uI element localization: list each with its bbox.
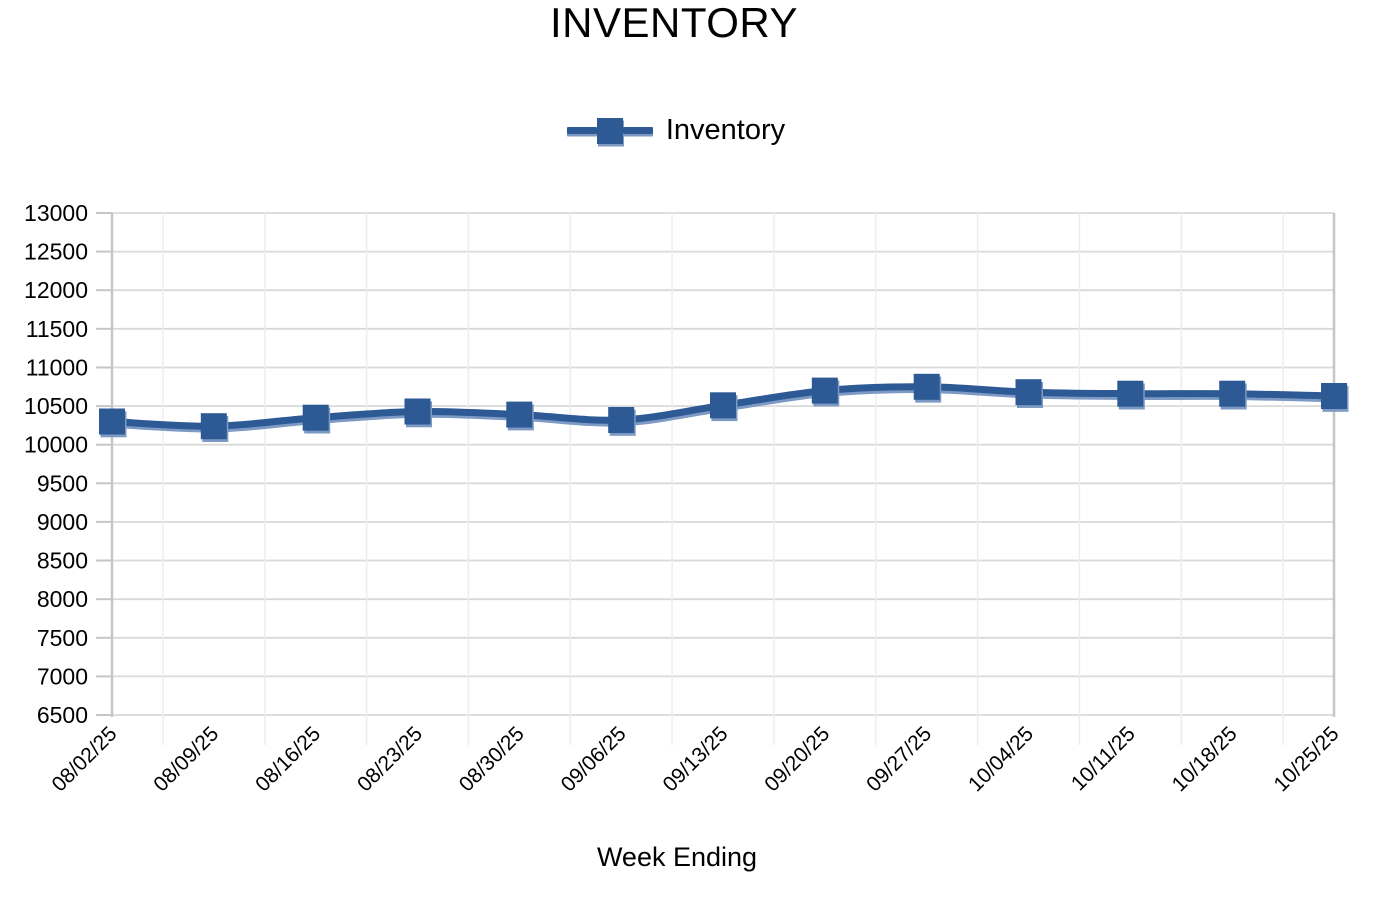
x-tick-label-6: 09/13/25 [658,722,732,796]
data-point-marker-1 [200,413,227,440]
x-tick-label-2: 08/16/25 [251,722,325,796]
y-tick-label: 7000 [37,663,88,689]
y-tick-label: 7500 [37,625,88,651]
legend-line-left [566,127,597,134]
y-tick-label: 8500 [37,548,88,574]
data-point-marker-7 [811,377,838,404]
data-point-marker-4 [506,401,533,428]
data-point-marker-10 [1117,380,1144,407]
x-tick-label-12: 10/25/25 [1269,722,1343,796]
y-tick-label: 8000 [37,586,88,612]
data-point-marker-3 [404,398,431,425]
data-point-marker-11 [1219,380,1246,407]
x-tick-label-3: 08/23/25 [353,722,427,796]
y-tick-label: 9000 [37,509,88,535]
data-point-marker-6 [710,392,736,419]
x-tick-label-11: 10/18/25 [1168,722,1242,796]
x-tick-label-7: 09/20/25 [760,722,834,796]
y-tick-label: 10500 [24,393,88,419]
x-tick-label-9: 10/04/25 [964,722,1038,796]
data-point-marker-12 [1321,383,1347,409]
legend-label: Inventory [665,114,786,146]
data-point-marker-9 [1015,379,1042,406]
y-tick-label: 6500 [37,702,88,728]
y-tick-label: 11500 [26,316,88,342]
y-tick-label: 12000 [24,277,88,303]
data-point-marker-2 [302,404,329,431]
chart-title: INVENTORY [549,0,798,46]
x-tick-label-4: 08/30/25 [455,722,529,796]
y-tick-label: 10000 [24,432,88,458]
y-tick-label: 12500 [24,239,88,265]
y-tick-label: 13000 [24,200,88,226]
legend: Inventory [0,112,1352,149]
x-axis-title: Week Ending [596,842,758,872]
x-tick-label-0: 08/02/25 [47,722,121,796]
x-tick-label-10: 10/11/25 [1067,722,1140,795]
data-point-marker-8 [913,373,940,400]
data-point-marker-0 [99,408,125,435]
legend-line-right [622,127,653,134]
y-tick-label: 9500 [37,470,88,496]
x-tick-label-1: 08/09/25 [149,722,223,796]
y-tick-label: 11000 [26,355,88,381]
inventory-legend-marker-icon [566,116,653,146]
legend-square-icon [596,117,623,144]
x-tick-label-5: 09/06/25 [557,722,631,796]
data-point-marker-5 [608,407,635,433]
x-tick-label-8: 09/27/25 [862,722,936,796]
